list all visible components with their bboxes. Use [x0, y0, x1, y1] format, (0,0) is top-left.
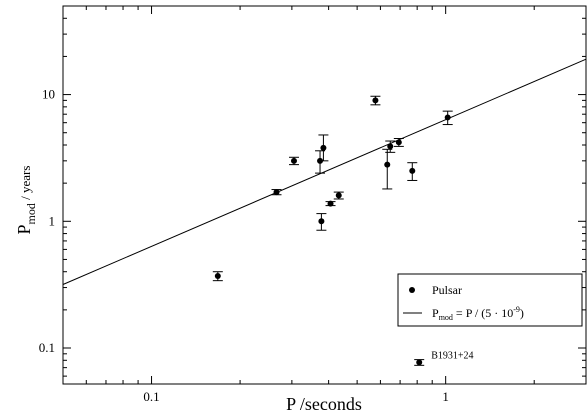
- pulsar-marker: [290, 157, 297, 164]
- pulsar-point: [318, 134, 329, 162]
- pulsar-point: [271, 189, 282, 196]
- pulsar-point: [385, 140, 396, 153]
- legend-model-end: ): [520, 306, 524, 320]
- legend-box: [397, 273, 583, 327]
- pulsar-point: [212, 271, 223, 282]
- pulsar-point: [333, 191, 344, 200]
- pulsar-marker: [320, 144, 327, 151]
- pulsar-point: [393, 138, 404, 147]
- axis-ticks: 0.1 1 0.1 1 10: [39, 5, 587, 404]
- y-tick-label: 1: [49, 213, 56, 228]
- pulsar-marker: [327, 200, 334, 207]
- pulsar-point: [407, 162, 418, 181]
- y-axis-title: Pmod / years: [14, 166, 38, 235]
- pulsar-point: [442, 110, 453, 126]
- legend: Pulsar Pmod = P / (5 · 10-9): [397, 273, 583, 327]
- pulsar-marker: [384, 161, 391, 168]
- legend-model-sup: -9: [513, 305, 520, 314]
- x-tick-label: 0.1: [143, 389, 159, 404]
- y-axis-title-main: P: [14, 224, 34, 234]
- pulsar-point: [325, 200, 336, 207]
- legend-label-model: Pmod = P / (5 · 10-9): [432, 305, 524, 322]
- legend-model-sub: mod: [439, 313, 453, 322]
- pulsar-marker: [444, 114, 451, 121]
- plot-frame: [62, 5, 587, 385]
- pulsar-point: [382, 148, 393, 190]
- y-tick-label: 10: [42, 87, 55, 102]
- y-axis-title-rest: / years: [18, 166, 33, 204]
- legend-model-main: P: [432, 306, 439, 320]
- pulsar-marker: [409, 167, 416, 174]
- data-points: [212, 95, 453, 366]
- pulsar-marker: [395, 139, 402, 146]
- x-axis-title: P /seconds: [286, 394, 362, 414]
- legend-label-pulsar: Pulsar: [432, 283, 462, 297]
- pulsar-marker: [416, 359, 423, 366]
- pulsar-marker: [214, 273, 221, 280]
- pulsar-marker: [318, 218, 325, 225]
- pulsar-marker: [335, 192, 342, 199]
- model-line-group: [62, 58, 587, 285]
- pulsar-point: [316, 213, 327, 231]
- model-line: [62, 58, 587, 285]
- pulsar-point: [315, 150, 326, 174]
- annotation-label: B1931+24: [431, 350, 473, 361]
- pulsar-point: [370, 95, 381, 106]
- pulsar-marker: [273, 189, 280, 196]
- annotations: B1931+24: [431, 350, 473, 361]
- x-tick-label: 1: [442, 389, 449, 404]
- y-axis-title-sub: mod: [24, 203, 38, 224]
- pulsar-point: [414, 359, 425, 366]
- pulsar-point: [288, 156, 299, 166]
- legend-marker-pulsar: [409, 287, 415, 293]
- legend-model-mid: = P / (5 · 10: [453, 306, 513, 320]
- y-tick-label: 0.1: [39, 340, 55, 355]
- pulsar-marker: [387, 143, 394, 150]
- pulsar-marker: [372, 97, 379, 104]
